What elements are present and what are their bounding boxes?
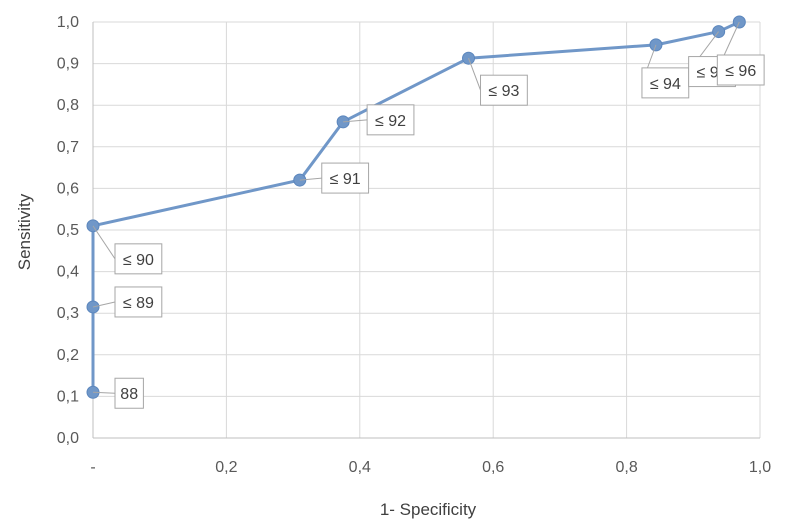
label-leader-line [92, 391, 116, 394]
y-tick-label: 0,0 [57, 430, 79, 447]
y-tick-label: 1,0 [57, 14, 79, 31]
y-tick-label: 0,2 [57, 347, 79, 364]
y-tick-label: 0,4 [57, 264, 79, 281]
label-leader-line [299, 177, 322, 181]
data-label-box [366, 104, 415, 136]
y-tick-label: 0,5 [57, 222, 79, 239]
data-label: 88 [120, 386, 138, 403]
data-label-box [114, 243, 163, 275]
data-label-box [480, 74, 528, 106]
y-tick-label: 0,1 [57, 388, 79, 405]
y-tick-label: 0,3 [57, 305, 79, 322]
x-tick-label: 0,4 [349, 459, 371, 476]
x-tick-label: 1,0 [749, 459, 771, 476]
data-label: ≤ 90 [123, 252, 154, 269]
x-tick-label: 0,2 [215, 459, 237, 476]
x-tick-label: 0,6 [482, 459, 504, 476]
x-tick-label: - [90, 459, 95, 476]
data-label: ≤ 96 [725, 63, 756, 80]
data-label: ≤ 89 [123, 295, 154, 312]
label-leader-line [92, 225, 116, 260]
label-leader-line [343, 119, 368, 123]
label-leader-line [92, 301, 116, 308]
data-label: ≤ 93 [488, 83, 519, 100]
data-label: ≤ 94 [650, 76, 681, 93]
x-tick-label: 0,8 [615, 459, 637, 476]
y-tick-label: 0,6 [57, 180, 79, 197]
data-label: ≤ 91 [330, 171, 361, 188]
label-leader-line [468, 58, 481, 91]
data-label-box [114, 377, 144, 409]
y-tick-label: 0,8 [57, 97, 79, 114]
data-label-box [321, 162, 370, 194]
data-labels: 88≤ 89≤ 90≤ 91≤ 92≤ 93 ≤ 94≤ 95≤ 96 [92, 21, 765, 409]
data-label-box [716, 54, 765, 86]
tick-labels: 0,0 0,1 0,2 0,3 0,4 0,5 0,6 0,7 0,8 0,9 1,0 - 0,2 0,4… [57, 14, 771, 476]
data-label-box [114, 286, 163, 318]
y-tick-label: 0,9 [57, 56, 79, 73]
data-label-box [641, 67, 690, 99]
data-label: ≤ 92 [375, 113, 406, 130]
y-axis-title: Sensitivity [15, 193, 34, 270]
x-axis-title: 1- Specificity [380, 500, 477, 519]
y-tick-label: 0,7 [57, 139, 79, 156]
gridlines [93, 21, 761, 438]
